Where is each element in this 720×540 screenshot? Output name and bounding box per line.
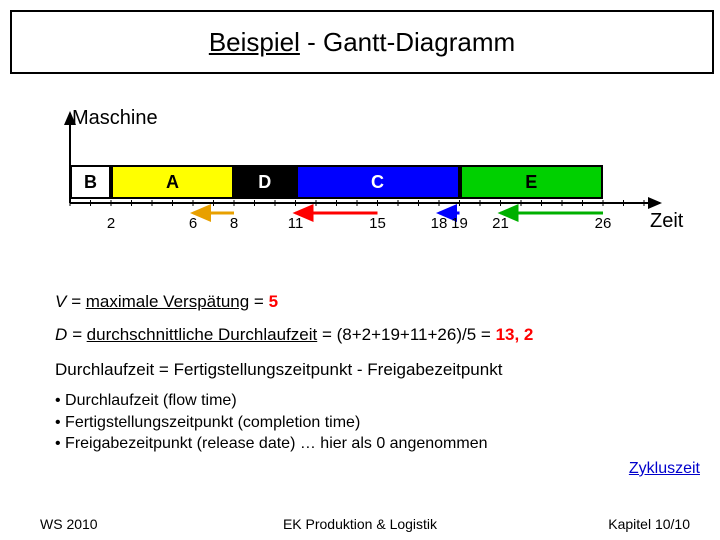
tick-label: 6 [189,215,197,232]
d-text: durchschnittliche Durchlaufzeit [87,325,318,344]
tick-label: 2 [107,215,115,232]
bullet-2: • Fertigstellungszeitpunkt (completion t… [55,412,488,434]
d-line: D = durchschnittliche Durchlaufzeit = (8… [55,323,533,347]
tick-label: 26 [595,215,612,232]
gantt-bar-C: C [296,165,460,199]
tick-label: 19 [451,215,468,232]
v-line: V = maximale Verspätung = 5 [55,290,278,314]
gantt-bar-D: D [234,165,296,199]
v-value: 5 [269,292,278,311]
title-box: Beispiel - Gantt-Diagramm [10,10,714,74]
tick-label: 8 [230,215,238,232]
gantt-chart: Maschine Zeit BADCE268111518192126 [40,105,680,265]
bullet-1: • Durchlaufzeit (flow time) [55,390,488,412]
tick-label: 18 [431,215,448,232]
dl-text: Durchlaufzeit = Fertigstellungszeitpunkt… [55,360,502,379]
tick-label: 21 [492,215,509,232]
d-value: 13, 2 [496,325,534,344]
tick-label: 15 [369,215,386,232]
v-label: V = [55,292,86,311]
gantt-bar-B: B [70,165,111,199]
zykluszeit-link[interactable]: Zykluszeit [629,460,700,478]
title-rest: - Gantt-Diagramm [300,27,515,57]
dl-line: Durchlaufzeit = Fertigstellungszeitpunkt… [55,358,502,382]
slide: Beispiel - Gantt-Diagramm Maschine Zeit … [0,0,720,540]
tick-label: 11 [288,215,304,232]
bullet-3: • Freigabezeitpunkt (release date) … hie… [55,433,488,455]
v-text: maximale Verspätung [86,292,249,311]
gantt-bar-A: A [111,165,234,199]
bullets: • Durchlaufzeit (flow time) • Fertigstel… [55,390,488,455]
gantt-bar-E: E [460,165,604,199]
footer-right: Kapitel 10/10 [608,516,690,532]
d-eq: = (8+2+19+11+26)/5 = [317,325,495,344]
d-label: D = [55,325,87,344]
title-link: Beispiel [209,27,300,57]
v-eq: = [249,292,268,311]
